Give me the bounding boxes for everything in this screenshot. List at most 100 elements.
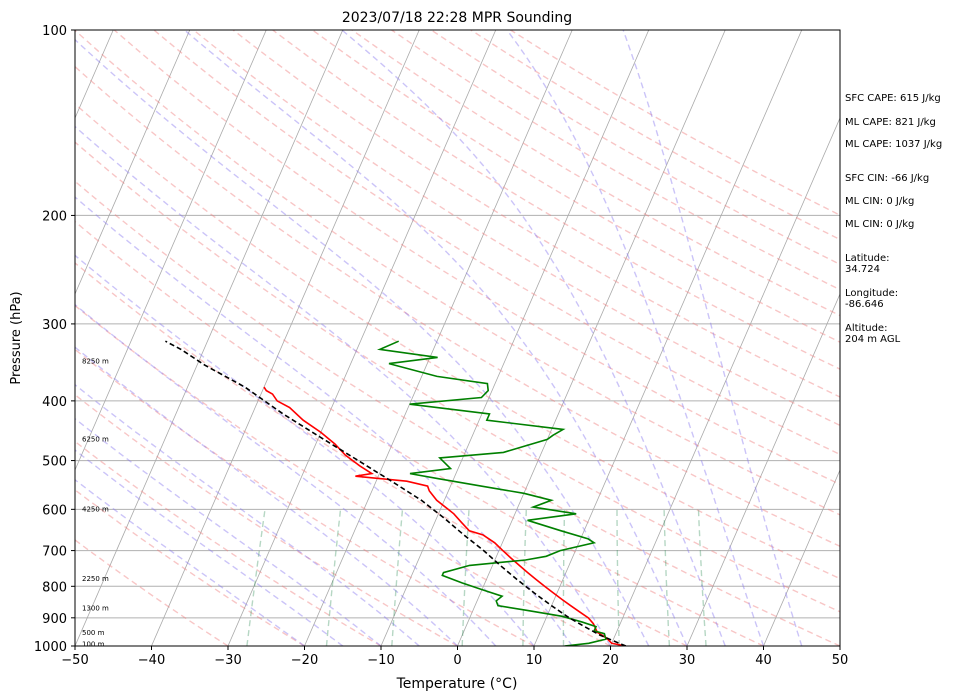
height-label: 8250 m [82, 357, 109, 365]
y-tick-label: 1000 [34, 640, 67, 655]
mixing-ratio-line [522, 509, 527, 646]
y-axis-label: Pressure (hPa) [9, 291, 24, 384]
dry-adiabat [75, 539, 229, 646]
dry-adiabat [75, 180, 840, 646]
moist-adiabat [75, 449, 344, 646]
dry-adiabat [75, 262, 688, 646]
height-label: 2250 m [82, 575, 109, 583]
isotherm-line [75, 30, 191, 296]
y-tick-label: 200 [42, 209, 67, 224]
moist-adiabat [75, 346, 458, 646]
dry-adiabat [75, 440, 382, 646]
x-tick-label: 20 [602, 653, 619, 668]
x-tick-label: −50 [61, 653, 88, 668]
isotherm-line [75, 30, 267, 472]
moist-adiabat [341, 30, 726, 646]
isotherm-line [686, 292, 840, 646]
mixing-ratio-line [325, 509, 342, 646]
y-tick-label: 100 [42, 24, 67, 39]
latitude-value: 34.724 [845, 264, 880, 275]
isotherm-line [304, 30, 573, 646]
sfc-cin-text: SFC CIN: -66 J/kg [845, 173, 930, 184]
height-label: 100 m [82, 641, 105, 649]
isotherm-line [151, 30, 420, 646]
x-tick-label: 10 [526, 653, 543, 668]
temperature-profile [263, 386, 626, 646]
grid-layer [75, 30, 840, 646]
moist-adiabat [622, 30, 803, 646]
dry-adiabat [311, 30, 840, 343]
y-tick-label: 900 [42, 612, 67, 627]
x-tick-label: −40 [138, 653, 165, 668]
latitude-label: Latitude: [845, 253, 890, 264]
y-tick-label: 300 [42, 318, 67, 333]
dry-adiabat [351, 30, 840, 317]
parcel-profile [165, 340, 627, 646]
moist-adiabat [506, 30, 765, 646]
ml-cin-text: ML CIN: 0 J/kg [845, 196, 915, 207]
y-tick-label: 500 [42, 455, 67, 470]
moist-adiabat [75, 254, 535, 646]
series-layer [165, 340, 627, 646]
x-tick-label: −10 [367, 653, 394, 668]
dry-adiabat [75, 65, 840, 548]
isotherm-line [75, 30, 344, 646]
dry-adiabat [193, 30, 840, 427]
isotherm-line [533, 30, 803, 646]
mixing-ratio-line [697, 509, 707, 646]
height-label: 6250 m [82, 435, 109, 443]
isotherm-line [610, 116, 840, 646]
x-tick-label: 50 [832, 653, 849, 668]
dry-adiabat [75, 220, 764, 646]
ml-cape-text-2: ML CAPE: 1037 J/kg [845, 139, 943, 150]
isotherm-line [457, 30, 726, 646]
x-tick-label: 30 [679, 653, 696, 668]
ml-cape-text: ML CAPE: 821 J/kg [845, 117, 936, 128]
dry-adiabat [75, 348, 535, 646]
altitude-label: Altitude: [845, 323, 888, 334]
altitude-value: 204 m AGL [845, 334, 901, 345]
dry-adiabat [75, 393, 458, 646]
dry-adiabat [75, 304, 611, 646]
longitude-label: Longitude: [845, 288, 899, 299]
mixing-ratio-line [391, 509, 404, 646]
dewpoint-profile [376, 340, 607, 646]
mixing-ratio-line [246, 509, 266, 646]
y-tick-label: 700 [42, 545, 67, 560]
x-axis-label: Temperature (°C) [396, 676, 518, 692]
moist-adiabat [75, 125, 612, 646]
moist-adiabat [75, 38, 650, 646]
x-tick-label: 0 [453, 653, 461, 668]
y-axis-ticks: 100 200 300 400 500 600 700 800 900 1000 [34, 24, 75, 655]
dry-adiabat [75, 30, 840, 516]
moist-adiabat [183, 30, 688, 646]
moist-adiabat [75, 196, 573, 646]
isotherm-line [227, 30, 497, 646]
x-axis-ticks: −50 −40 −30 −20 −10 0 10 20 30 40 50 [61, 646, 848, 668]
y-tick-label: 400 [42, 395, 67, 410]
isotherm-line [763, 468, 840, 646]
x-tick-label: 40 [755, 653, 772, 668]
x-tick-label: −30 [214, 653, 241, 668]
height-label: 4250 m [82, 505, 109, 513]
dry-adiabat [75, 141, 840, 613]
height-label: 1300 m [82, 605, 109, 613]
mixing-ratio-line [616, 509, 620, 646]
dry-adiabat [75, 103, 840, 580]
moist-adiabat [75, 417, 382, 646]
sounding-info-panel: SFC CAPE: 615 J/kg ML CAPE: 821 J/kg ML … [845, 0, 962, 700]
moist-adiabat [75, 383, 420, 646]
isotherm-line [380, 30, 650, 646]
moist-adiabat [75, 303, 497, 646]
ml-cin-text-2: ML CIN: 0 J/kg [845, 219, 915, 230]
moist-adiabat [75, 478, 305, 646]
dry-adiabat [113, 30, 840, 486]
y-tick-label: 600 [42, 503, 67, 518]
height-label: 500 m [82, 629, 105, 637]
dry-adiabat [153, 30, 840, 456]
sfc-cape-text: SFC CAPE: 615 J/kg [845, 93, 941, 104]
height-labels: 100 m 500 m 1300 m 2250 m 4250 m 6250 m 8250 m [82, 357, 109, 648]
longitude-value: -86.646 [845, 299, 884, 310]
chart-title: 2023/07/18 22:28 MPR Sounding [342, 10, 572, 26]
